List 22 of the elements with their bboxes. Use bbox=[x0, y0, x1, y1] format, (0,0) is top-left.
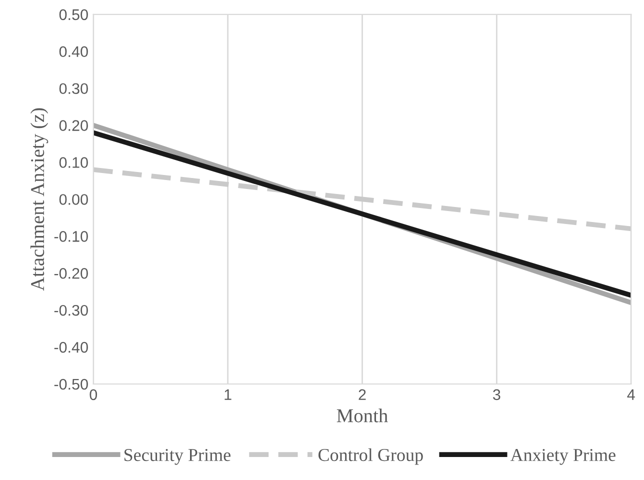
y-tick-label: 0.00 bbox=[59, 194, 88, 205]
y-tick-label: 0.10 bbox=[59, 157, 88, 168]
line-series bbox=[93, 167, 632, 232]
x-tick-label: 0 bbox=[90, 389, 98, 400]
x-tick-label: 3 bbox=[493, 389, 500, 400]
legend-label: Security Prime bbox=[124, 448, 230, 465]
x-tick-label: 1 bbox=[224, 389, 232, 400]
y-tick-label: -0.50 bbox=[54, 378, 88, 390]
y-tick-label: -0.40 bbox=[54, 342, 88, 353]
y-tick-label: 0.30 bbox=[59, 83, 88, 94]
x-axis-title: Month bbox=[336, 408, 388, 422]
y-tick-label: -0.10 bbox=[54, 231, 88, 242]
y-tick-label: 0.20 bbox=[59, 120, 88, 131]
y-axis-title: Attachment Anxiety (z) bbox=[30, 108, 48, 291]
legend-label: Anxiety Prime bbox=[510, 448, 616, 465]
x-tick-label: 2 bbox=[358, 389, 366, 400]
y-tick-label: -0.20 bbox=[54, 268, 88, 279]
y-tick-label: -0.30 bbox=[54, 304, 88, 316]
y-tick-label: 0.50 bbox=[59, 9, 88, 20]
y-tick-label: 0.40 bbox=[59, 46, 88, 58]
legend-label: Control Group bbox=[318, 448, 423, 465]
x-tick-label: 4 bbox=[627, 389, 635, 400]
